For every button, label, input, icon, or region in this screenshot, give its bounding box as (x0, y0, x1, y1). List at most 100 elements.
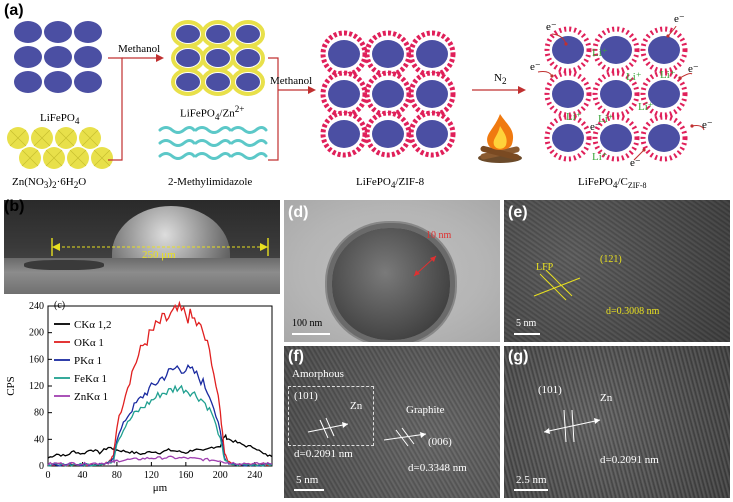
lifepo4-particle (74, 46, 102, 68)
electron-label: e⁻ (674, 13, 685, 25)
lifepo4-core (236, 73, 260, 91)
lifepo4-particle (74, 71, 102, 93)
methylimidazole-molecule (230, 126, 268, 134)
sem-shadow (24, 260, 104, 270)
lifepo4-core (176, 25, 200, 43)
methylimidazole-molecule (158, 152, 196, 160)
lifepo4-core (416, 120, 448, 148)
lifepo4-core (600, 124, 632, 152)
caption-methylimidazole: 2-Methylimidazole (168, 176, 253, 188)
electron-path-arrow (667, 25, 677, 37)
y-tick-label: 160 (29, 354, 44, 365)
zn-label: Zn (350, 400, 363, 412)
panel-d-tem-image: 10 nm 100 nm (284, 200, 500, 342)
dspacing-label: d=0.2091 nm (600, 454, 659, 466)
caption-n2: N2 (494, 72, 507, 87)
electron-path-arrow (679, 73, 693, 79)
lifepo4-core (416, 80, 448, 108)
lifepo4-core (552, 36, 584, 64)
x-tick-label: 240 (247, 470, 262, 481)
li-ion-label: Li⁺ (626, 71, 642, 83)
lifepo4-core (328, 120, 360, 148)
caption-zinc-salt: Zn(NO3)2·6H2O (12, 176, 87, 191)
dspacing-label: d=0.3008 nm (606, 306, 660, 317)
legend-label: PKα 1 (74, 355, 102, 367)
lifepo4-particle (14, 46, 42, 68)
electron-path-arrowhead (678, 76, 682, 80)
lifepo4-particle (44, 21, 72, 43)
tem-d-scale-label: 100 nm (292, 318, 323, 329)
lifepo4-core (206, 73, 230, 91)
lifepo4-core (600, 36, 632, 64)
methylimidazole-molecule (158, 139, 196, 147)
lifepo4-core (206, 49, 230, 67)
fire-icon (478, 114, 522, 163)
electron-label: e⁻ (546, 21, 557, 33)
lifepo4-core (648, 36, 680, 64)
scale-bar-250um (51, 238, 269, 256)
panel-b-label: (b) (4, 198, 25, 215)
li-ion-label: Li⁺ (598, 113, 614, 125)
lifepo4-core (176, 73, 200, 91)
methylimidazole-molecule (194, 139, 232, 147)
lifepo4-core (328, 40, 360, 68)
y-axis-label: CPS (5, 376, 17, 396)
electron-path-arrowhead (690, 124, 694, 128)
x-axis-label: μm (153, 482, 168, 494)
caption-methanol-2: Methanol (270, 75, 313, 87)
panel-b-sem-image: 250 μm (4, 200, 280, 294)
lifepo4-core (552, 80, 584, 108)
methylimidazole-molecule (194, 126, 232, 134)
electron-label: e⁻ (590, 121, 601, 133)
thickness-marker (292, 255, 437, 335)
panel-c-label: (c) (54, 300, 65, 311)
plane-101-label: (101) (538, 384, 562, 396)
electron-path-arrowhead (564, 42, 568, 46)
x-tick-label: 40 (77, 470, 87, 481)
x-tick-label: 200 (213, 470, 228, 481)
plot-area (47, 305, 273, 467)
lifepo4-particle (14, 71, 42, 93)
panel-a-schematic (7, 20, 705, 169)
electron-label: e⁻ (702, 119, 713, 131)
lfp-label: LFP (536, 262, 554, 273)
amorphous-region-box (288, 386, 374, 446)
lattice-marker (514, 269, 581, 335)
lifepo4-zn-particles (171, 20, 265, 96)
tem-f-scale-label: 5 nm (296, 474, 319, 486)
y-tick-label: 0 (39, 461, 44, 472)
plane-101-label: (101) (294, 390, 318, 402)
li-ion-label: Li⁺ (566, 111, 582, 123)
arrow-2-head (308, 86, 316, 94)
tem-e-scale-label: 5 nm (516, 318, 537, 329)
lifepo4-particle (44, 46, 72, 68)
zinc-salt-hatch (69, 149, 87, 167)
lifepo4-particle (44, 71, 72, 93)
zn-shell (231, 68, 265, 96)
arrow-3-head (518, 86, 526, 94)
y-tick-label: 200 (29, 328, 44, 339)
lifepo4-core (416, 40, 448, 68)
lifepo4-particle (14, 21, 42, 43)
zinc-salt-particles (7, 127, 113, 169)
bracket-2 (268, 57, 279, 161)
graphite-label: Graphite (406, 404, 445, 416)
panel-g-hrtem-image: (101) Zn d=0.2091 nm 2.5 nm (504, 346, 730, 498)
caption-methanol-1: Methanol (118, 43, 161, 55)
legend-label: CKα 1,2 (74, 319, 112, 331)
lifepo4-core (372, 120, 404, 148)
lifepo4-particle (74, 21, 102, 43)
electron-path-arrowhead (642, 148, 646, 152)
panel-g-label: (g) (508, 348, 529, 365)
panel-e-hrtem-image: LFP (121) d=0.3008 nm 5 nm (504, 200, 730, 342)
methylimidazole-molecule (230, 139, 268, 147)
amorphous-label: Amorphous (292, 368, 344, 380)
zinc-salt-hatch (81, 129, 99, 147)
sem-scale-label: 250 μm (142, 249, 176, 261)
zn-label: Zn (600, 392, 613, 404)
lifepo4-core (600, 80, 632, 108)
y-tick-label: 120 (29, 381, 44, 392)
legend-label: ZnKα 1 (74, 391, 108, 403)
caption-lifepo4: LiFePO4 (40, 112, 80, 127)
lifepo4-core (328, 80, 360, 108)
